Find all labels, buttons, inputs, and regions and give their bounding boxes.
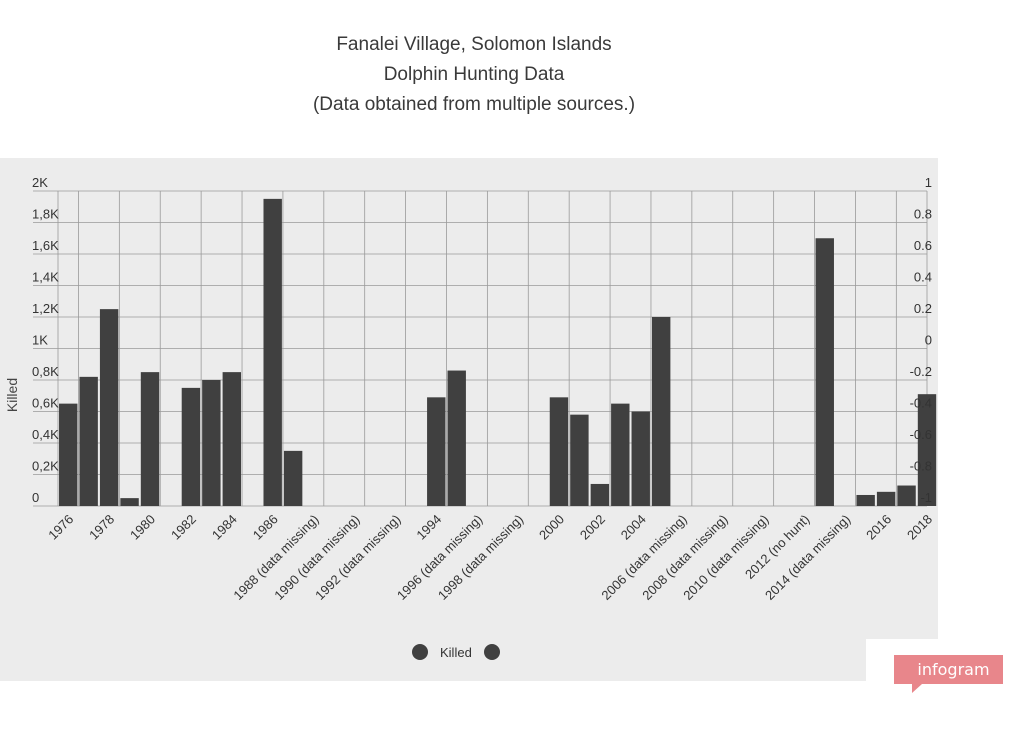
y2-tick-label: -1 bbox=[920, 490, 932, 505]
title-line-1: Fanalei Village, Solomon Islands bbox=[336, 34, 612, 55]
y-tick-label: 1,2K bbox=[32, 301, 59, 316]
y2-tick-label: -0.8 bbox=[910, 459, 932, 474]
y2-tick-label: 0 bbox=[925, 333, 932, 348]
y-axis-title: Killed bbox=[4, 378, 20, 412]
bar bbox=[99, 309, 119, 506]
title-line-3: (Data obtained from multiple sources.) bbox=[312, 94, 636, 115]
bar bbox=[447, 370, 466, 506]
y2-tick-label: 0.8 bbox=[914, 207, 932, 222]
y2-tick-label: 1 bbox=[925, 175, 932, 190]
bar bbox=[570, 414, 589, 506]
bar bbox=[283, 450, 303, 506]
x-tick-label: 1976 bbox=[45, 512, 76, 543]
x-tick-label: 1980 bbox=[127, 512, 158, 543]
x-tick-label: 1994 bbox=[413, 512, 444, 543]
infogram-label[interactable]: infogram bbox=[917, 660, 990, 679]
y-tick-label: 0,4K bbox=[32, 427, 59, 442]
badge-tail bbox=[912, 684, 922, 693]
y-tick-label: 1,8K bbox=[32, 207, 59, 222]
bar bbox=[590, 483, 610, 506]
y2-tick-label: -0.4 bbox=[910, 396, 932, 411]
legend-marker-left bbox=[412, 644, 428, 660]
x-tick-label: 1978 bbox=[86, 512, 117, 543]
legend: Killed bbox=[412, 644, 500, 660]
y-tick-label: 0 bbox=[32, 490, 39, 505]
bar bbox=[897, 485, 916, 506]
bar bbox=[202, 380, 221, 506]
axes: 0 -1 0,2K -0.8 0,4K -0.6 0,6K -0.4 0,8K -0.2 1K 0 1,… bbox=[32, 175, 935, 603]
chart-title: Fanalei Village, Solomon Islands Dolphin… bbox=[0, 30, 948, 120]
x-tick-label: 1984 bbox=[209, 512, 240, 543]
y-tick-label: 1K bbox=[32, 333, 48, 348]
y-tick-label: 2K bbox=[32, 175, 48, 190]
bar bbox=[140, 372, 160, 506]
x-tick-label: 2016 bbox=[863, 512, 894, 543]
bar bbox=[79, 376, 98, 506]
bar bbox=[876, 491, 896, 506]
bar bbox=[222, 372, 242, 506]
legend-marker-right bbox=[484, 644, 500, 660]
y-tick-label: 1,4K bbox=[32, 270, 59, 285]
bar bbox=[427, 397, 446, 506]
y-tick-label: 1,6K bbox=[32, 238, 59, 253]
y-tick-label: 0,2K bbox=[32, 459, 59, 474]
y-tick-label: 0,8K bbox=[32, 364, 59, 379]
x-tick-label: 2000 bbox=[536, 512, 567, 543]
bar bbox=[611, 403, 630, 506]
y2-tick-label: 0.6 bbox=[914, 238, 932, 253]
x-tick-label: 1982 bbox=[168, 512, 199, 543]
x-tick-label: 2004 bbox=[618, 512, 649, 543]
bar bbox=[651, 317, 671, 506]
bar bbox=[549, 397, 569, 506]
bar bbox=[815, 238, 834, 506]
y-tick-label: 0,6K bbox=[32, 396, 59, 411]
bar bbox=[917, 394, 937, 506]
x-tick-label: 2018 bbox=[904, 512, 935, 543]
infogram-badge[interactable] bbox=[894, 655, 1003, 684]
bar bbox=[856, 494, 875, 506]
bar bbox=[181, 387, 201, 506]
title-line-2: Dolphin Hunting Data bbox=[383, 64, 565, 85]
bar bbox=[631, 411, 650, 506]
y2-tick-label: -0.6 bbox=[910, 427, 932, 442]
x-tick-label: 2002 bbox=[577, 512, 608, 543]
y2-tick-label: -0.2 bbox=[910, 364, 932, 379]
bar bbox=[59, 403, 78, 506]
x-tick-label: 1986 bbox=[250, 512, 281, 543]
bar bbox=[120, 498, 139, 506]
y2-tick-label: 0.2 bbox=[914, 301, 932, 316]
grid-lines bbox=[33, 190, 928, 507]
legend-label: Killed bbox=[440, 645, 472, 660]
bars bbox=[59, 198, 937, 506]
bar bbox=[263, 198, 282, 506]
y2-tick-label: 0.4 bbox=[914, 270, 932, 285]
